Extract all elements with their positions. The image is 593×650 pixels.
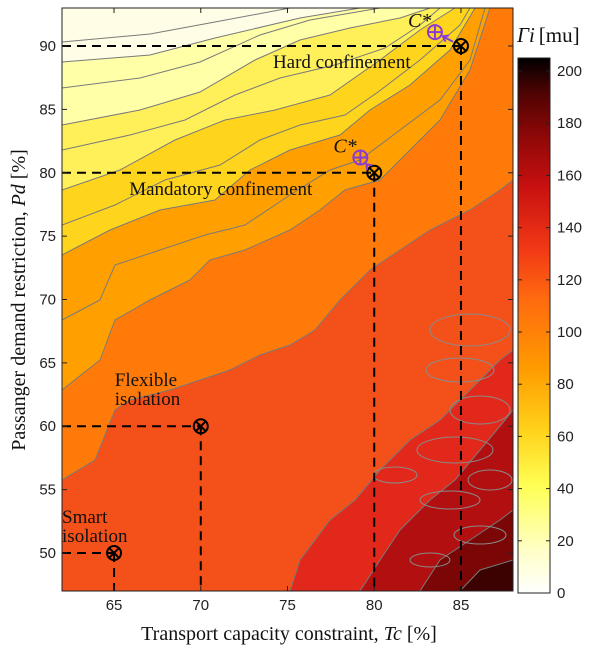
contour-line-3 (62, 8, 431, 126)
contour-line-14 (459, 559, 513, 591)
colorbar (517, 57, 551, 594)
y-axis-label: Passanger demand restriction, Pd [%] (8, 149, 30, 451)
contour-line-7 (62, 8, 476, 256)
optimum-marker-0: C* (333, 136, 373, 171)
cb-tick-label-160: 160 (557, 167, 582, 184)
marker-cross-b (368, 167, 380, 179)
contour-blob-5 (419, 490, 481, 510)
y-tick-label-70: 70 (39, 292, 56, 309)
heat-band-10 (460, 560, 513, 591)
optimum-arrow (442, 35, 454, 43)
optimum-label: C* (408, 10, 431, 32)
cb-tick-label-80: 80 (557, 376, 574, 393)
scenario-marker-3 (452, 38, 469, 55)
marker-circle (366, 164, 383, 181)
colorbar-ticks: 0 20 40 60 80 100 120 140 160 180 200 (518, 63, 582, 602)
scenario-marker-1 (192, 418, 209, 435)
y-tick-label-90: 90 (39, 38, 56, 55)
contour-lines (62, 8, 513, 591)
contour-line-13 (419, 509, 513, 591)
cb-tick-label-120: 120 (557, 272, 582, 289)
contour-blob-8 (372, 466, 418, 484)
scenario-label-1: Flexible isolation (115, 370, 181, 410)
contour-blob-2 (449, 395, 511, 425)
contour-line-4 (62, 8, 441, 151)
marker-cross-b (195, 420, 207, 432)
scenario-label-0: Smart isolation (62, 507, 128, 547)
heatmap-area (62, 8, 513, 591)
x-axis-label: Transport capacity constraint, Tc [%] (141, 623, 437, 645)
y-tick-label-80: 80 (39, 165, 56, 182)
x-tick-label-75: 75 (279, 597, 296, 614)
colorbar-label: Γi [mu] (516, 23, 580, 47)
scenario-markers: Smart isolation Flexible isolation Mandatory… (62, 10, 469, 561)
x-tick-label-80: 80 (366, 597, 383, 614)
optimum-arrowhead (365, 162, 373, 171)
y-tick-label-50: 50 (39, 545, 56, 562)
contour-line-10 (62, 179, 513, 481)
x-tick-label-65: 65 (106, 597, 123, 614)
y-tick-label-55: 55 (39, 482, 56, 499)
marker-cross-b (108, 547, 120, 559)
marker-circle (192, 418, 209, 435)
cb-tick-label-180: 180 (557, 115, 582, 132)
contour-line-8 (62, 8, 486, 321)
cb-tick-label-40: 40 (557, 481, 574, 498)
contour-line-5 (62, 8, 456, 191)
cb-tick-label-200: 200 (557, 63, 582, 80)
cb-tick-label-100: 100 (557, 324, 582, 341)
scenario-marker-2 (366, 164, 383, 181)
scenario-label-3: Hard confinement (273, 52, 411, 73)
cb-tick-label-140: 140 (557, 220, 582, 237)
cb-tick-label-60: 60 (557, 428, 574, 445)
y-axis-ticks: 50 55 60 65 70 75 80 85 90 (39, 38, 513, 562)
y-tick-label-85: 85 (39, 101, 56, 118)
contour-line-11 (289, 349, 513, 591)
y-tick-label-65: 65 (39, 355, 56, 372)
contour-blob-0 (429, 313, 511, 347)
marker-circle (106, 544, 123, 561)
x-tick-label-70: 70 (192, 597, 209, 614)
contour-line-9 (62, 8, 491, 391)
y-tick-label-60: 60 (39, 418, 56, 435)
optimum-arrowhead (441, 34, 449, 43)
marker-cross-b (455, 40, 467, 52)
contour-blob-4 (467, 469, 513, 491)
optimum-marker-1: C* (408, 10, 454, 43)
cb-tick-label-20: 20 (557, 533, 574, 550)
optimum-label: C* (333, 136, 356, 158)
scenario-marker-0 (106, 544, 123, 561)
contour-line-6 (62, 8, 471, 226)
marker-circle (452, 38, 469, 55)
y-tick-label-75: 75 (39, 228, 56, 245)
contour-line-12 (359, 409, 513, 591)
contour-line-2 (62, 8, 381, 89)
guide-lines (62, 45, 462, 591)
x-axis-ticks: 65 70 75 80 85 (106, 8, 470, 614)
scenario-label-2: Mandatory confinement (129, 179, 313, 200)
contour-line-0 (62, 8, 291, 43)
x-tick-label-85: 85 (453, 597, 470, 614)
cb-tick-label-0: 0 (557, 585, 565, 602)
contour-blob-7 (409, 552, 451, 568)
contour-blob-6 (453, 525, 507, 545)
contour-blob-3 (416, 436, 494, 464)
contour-line-1 (62, 8, 361, 63)
